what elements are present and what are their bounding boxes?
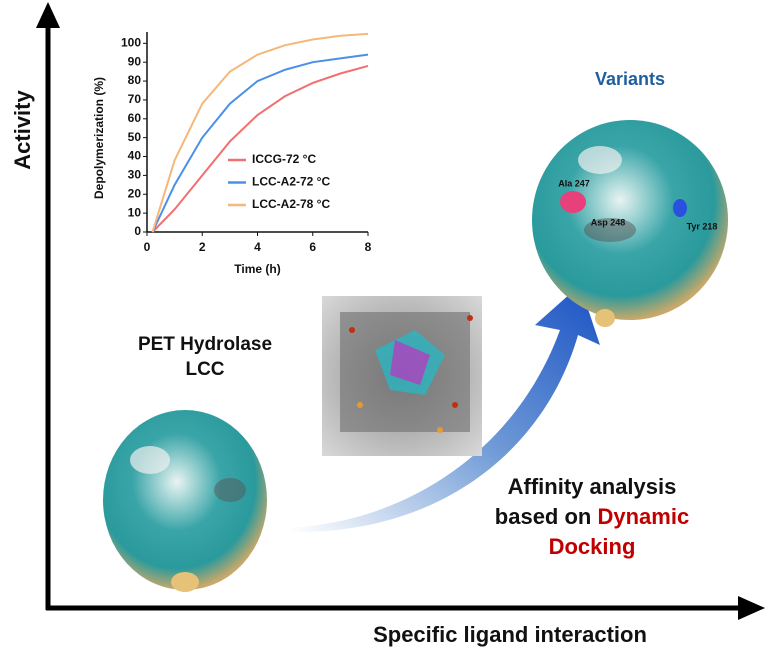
- x-tick-label: 8: [365, 240, 372, 254]
- line: [151, 64, 369, 233]
- inset-chart: 0 10 20 30 40 50 60 70 80 90 100 0 2 4 6 8 Time (h) Depol…: [92, 32, 372, 276]
- y-tick-label: 90: [128, 54, 142, 68]
- x-tick-label: 0: [144, 240, 151, 254]
- simulation-box: [322, 296, 482, 456]
- y-tick-label: 20: [128, 186, 142, 200]
- y-tick-label: 60: [128, 111, 142, 125]
- y-tick-label: 80: [128, 73, 142, 87]
- start-label: PET Hydrolase: [138, 334, 272, 355]
- x-axis-title: Time (h): [234, 262, 280, 276]
- end-label: Variants: [595, 69, 665, 89]
- method-highlight: Docking: [549, 534, 636, 559]
- x-tick-label: 2: [199, 240, 206, 254]
- protein-variant: [532, 120, 728, 327]
- process-arrow: [290, 285, 600, 533]
- method-label: Affinity analysis: [508, 474, 677, 499]
- y-tick-label: 40: [128, 149, 142, 163]
- residue-label: Asp 248: [591, 217, 626, 227]
- protein-lcc: [103, 410, 267, 592]
- y-axis-title: Activity: [10, 90, 35, 170]
- legend-label: ICCG-72 °C: [252, 152, 316, 166]
- x-tick-label: 6: [309, 240, 316, 254]
- y-arrow: [36, 2, 60, 28]
- y-tick-label: 70: [128, 92, 142, 106]
- method-text: based on: [495, 504, 592, 529]
- line: [151, 53, 369, 233]
- x-arrow: [738, 596, 765, 620]
- legend-label: LCC-A2-78 °C: [252, 197, 330, 211]
- y-tick-label: 30: [128, 168, 142, 182]
- line: [151, 32, 369, 233]
- y-tick-label: 50: [128, 130, 142, 144]
- x-axis-title: Specific ligand interaction: [373, 622, 647, 647]
- x-tick-label: 4: [254, 240, 261, 254]
- y-tick-label: 0: [134, 224, 141, 238]
- residue-label: Tyr 218: [687, 221, 718, 231]
- method-highlight: Dynamic: [597, 504, 689, 529]
- y-tick-label: 100: [121, 35, 141, 49]
- y-axis-title: Depolymerization (%): [92, 77, 106, 199]
- start-label: LCC: [185, 359, 224, 380]
- residue-label: Ala 247: [558, 178, 590, 188]
- method-label: based on Dynamic: [495, 504, 689, 529]
- legend-label: LCC-A2-72 °C: [252, 175, 330, 189]
- y-tick-label: 10: [128, 205, 142, 219]
